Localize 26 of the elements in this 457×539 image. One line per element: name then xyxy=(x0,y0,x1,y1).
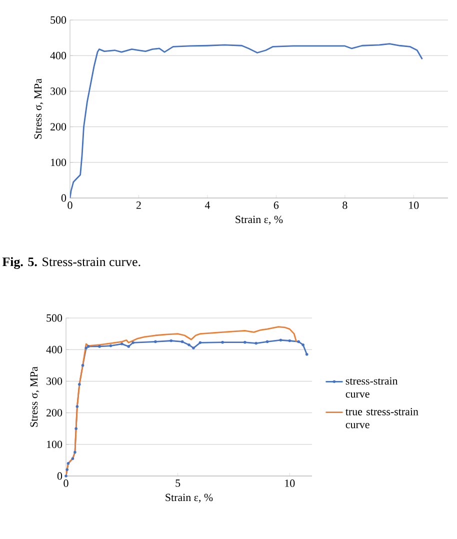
y-tick-label: 200 xyxy=(50,123,66,130)
x-axis-title: Strain ε, % xyxy=(166,494,213,503)
x-tick-label: 5 xyxy=(176,480,180,487)
y-tick-label: 300 xyxy=(50,88,66,95)
text: Fig. 5. Stress-strain curve. xyxy=(2,257,140,269)
x-tick-label: 6 xyxy=(274,202,279,209)
x-tick-label: 4 xyxy=(204,202,210,209)
y-axis-title: Stress σ, MPa xyxy=(34,78,44,139)
x-axis-title: Strain ε, % xyxy=(236,216,283,225)
x-tick-label: 10 xyxy=(285,480,295,487)
y-tick-label: 200 xyxy=(46,409,62,416)
y-tick-label: 500 xyxy=(50,16,66,24)
y-tick-label: 400 xyxy=(50,52,66,60)
x-tick-label: 2 xyxy=(136,202,141,209)
y-tick-label: 100 xyxy=(51,158,66,166)
x-tick-label: 10 xyxy=(409,202,419,209)
y-tick-label: 400 xyxy=(46,346,62,354)
x-tick-label: 0 xyxy=(68,202,72,209)
x-tick-label: 8 xyxy=(342,202,348,209)
y-axis-title: Stress σ, MPa xyxy=(30,366,40,427)
y-tick-label: 0 xyxy=(57,472,62,480)
y-tick-label: 500 xyxy=(46,314,62,322)
legend-label: true stress-strain curve xyxy=(346,408,418,428)
y-tick-label: 300 xyxy=(46,378,62,385)
y-tick-label: 0 xyxy=(61,194,66,202)
y-tick-label: 100 xyxy=(47,440,62,448)
